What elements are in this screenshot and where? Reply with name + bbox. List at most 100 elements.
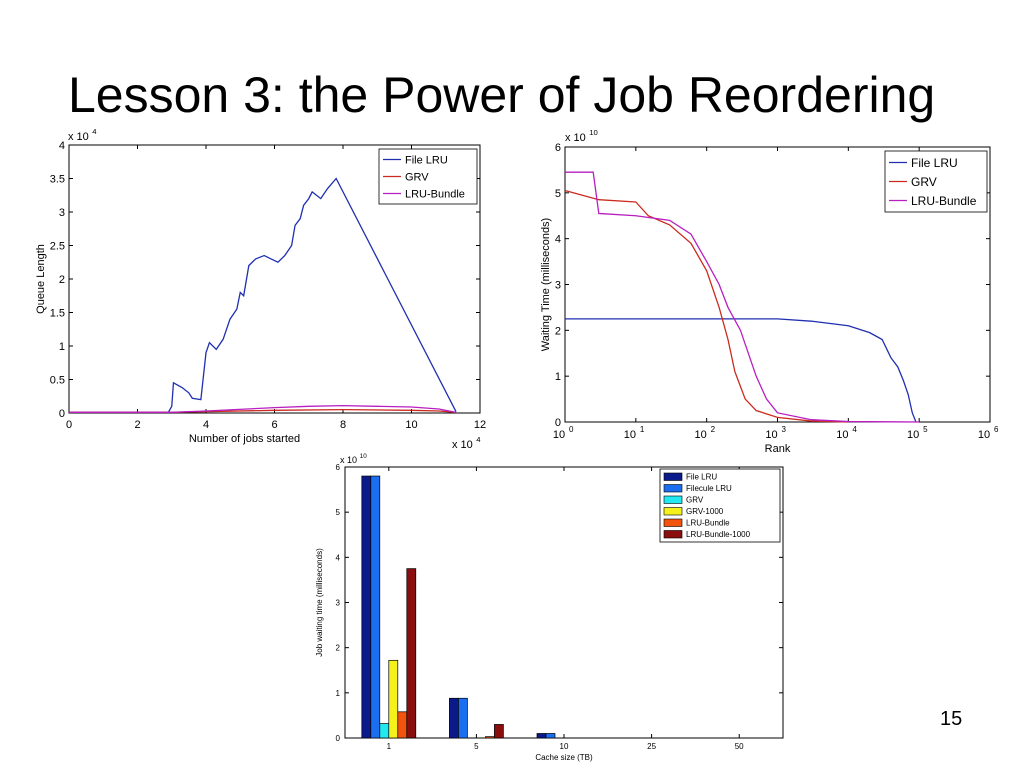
y-tick-label: 3 bbox=[59, 207, 65, 219]
cache-size-bar-chart: 0 1 2 3 4 5 6 1 5 10 25 50 File LRU Filecule LRU GRV GR… bbox=[315, 453, 784, 762]
bar bbox=[536, 733, 547, 739]
bar bbox=[406, 568, 417, 739]
x-axis-label: Cache size (TB) bbox=[535, 753, 593, 762]
legend-swatch bbox=[663, 472, 683, 481]
x-tick-label: 10 bbox=[978, 429, 990, 441]
y-multiplier-exponent: 10 bbox=[360, 453, 368, 460]
x-tick-label: 4 bbox=[203, 419, 209, 431]
x-tick-label: 10 bbox=[624, 429, 636, 441]
x-tick-label: 10 bbox=[553, 429, 565, 441]
y-tick-label: 6 bbox=[336, 463, 341, 472]
bar bbox=[379, 723, 390, 739]
y-axis-label: Waiting Time (milliseconds) bbox=[540, 218, 552, 351]
bar bbox=[485, 736, 495, 739]
x-tick-label: 0 bbox=[66, 419, 72, 431]
bar bbox=[388, 659, 399, 739]
x-tick-label: 8 bbox=[340, 419, 346, 431]
bar bbox=[494, 724, 504, 739]
y-tick-label: 4 bbox=[336, 553, 341, 562]
y-tick-label: 5 bbox=[336, 508, 341, 517]
legend-label: File LRU bbox=[405, 154, 448, 166]
series-line bbox=[565, 318, 917, 423]
x-tick-label: 10 bbox=[695, 429, 707, 441]
bar bbox=[449, 697, 459, 739]
x-tick-label: 25 bbox=[647, 742, 656, 751]
x-tick-label: 1 bbox=[387, 742, 392, 751]
x-multiplier-exponent: 4 bbox=[476, 435, 481, 444]
y-tick-label: 1 bbox=[336, 689, 341, 698]
legend-swatch bbox=[663, 507, 683, 516]
y-tick-label: 4 bbox=[555, 234, 561, 246]
legend-label: File LRU bbox=[911, 156, 958, 170]
x-tick-label: 10 bbox=[836, 429, 848, 441]
y-tick-label: 2 bbox=[555, 325, 561, 337]
bar bbox=[545, 733, 556, 739]
x-multiplier: x 10 bbox=[452, 439, 473, 451]
series-line bbox=[564, 189, 849, 423]
y-tick-label: 4 bbox=[59, 140, 65, 152]
y-tick-label: 3 bbox=[336, 599, 341, 608]
y-multiplier: x 10 bbox=[565, 132, 586, 144]
x-tick-label: 10 bbox=[405, 419, 417, 431]
x-tick-exponent: 6 bbox=[994, 425, 999, 434]
series-line bbox=[565, 171, 920, 423]
y-tick-label: 0.5 bbox=[50, 375, 65, 387]
legend-label: GRV bbox=[911, 175, 937, 189]
y-axis-label: Job waiting time (milliseconds) bbox=[315, 548, 324, 657]
y-tick-label: 1.5 bbox=[50, 308, 65, 320]
x-tick-label: 5 bbox=[474, 742, 479, 751]
bar bbox=[458, 697, 468, 739]
slide-title: Lesson 3: the Power of Job Reordering bbox=[68, 67, 936, 123]
y-tick-label: 0 bbox=[59, 408, 65, 420]
y-tick-label: 3.5 bbox=[50, 174, 65, 186]
bar bbox=[361, 475, 372, 739]
series-line bbox=[69, 404, 457, 413]
legend-label: GRV bbox=[686, 496, 704, 505]
y-tick-label: 2 bbox=[336, 644, 341, 653]
slide-number: 15 bbox=[940, 708, 963, 730]
series-line bbox=[69, 177, 457, 413]
y-tick-label: 1 bbox=[555, 371, 561, 383]
legend-label: LRU-Bundle bbox=[686, 519, 730, 528]
y-multiplier-exponent: 10 bbox=[589, 128, 598, 137]
legend bbox=[659, 468, 781, 543]
x-tick-exponent: 3 bbox=[782, 425, 787, 434]
legend-label: GRV-1000 bbox=[686, 507, 724, 516]
y-tick-label: 1 bbox=[59, 341, 65, 353]
y-tick-label: 0 bbox=[336, 734, 341, 743]
x-tick-label: 10 bbox=[907, 429, 919, 441]
y-multiplier: x 10 bbox=[340, 455, 357, 465]
legend-label: LRU-Bundle bbox=[911, 194, 977, 208]
legend-label: File LRU bbox=[686, 473, 717, 482]
y-tick-label: 5 bbox=[555, 188, 561, 200]
x-tick-label: 12 bbox=[474, 419, 486, 431]
legend-swatch bbox=[663, 484, 683, 493]
bar bbox=[370, 475, 381, 739]
x-axis-label: Rank bbox=[765, 443, 791, 455]
legend-swatch bbox=[663, 495, 683, 504]
legend-label: LRU-Bundle-1000 bbox=[686, 530, 751, 539]
legend-label: LRU-Bundle bbox=[405, 188, 465, 200]
x-tick-exponent: 0 bbox=[569, 425, 574, 434]
legend-label: Filecule LRU bbox=[686, 484, 732, 493]
legend-swatch bbox=[663, 518, 683, 527]
y-tick-label: 0 bbox=[555, 417, 561, 429]
y-multiplier: x 10 bbox=[68, 131, 89, 143]
x-tick-exponent: 4 bbox=[852, 425, 857, 434]
queue-length-chart: 0 0.5 1 1.5 2 2.5 3 3.5 4 0 2 4 6 8 10 12 File LRU GRV LRU… bbox=[35, 127, 486, 451]
y-tick-label: 2 bbox=[59, 274, 65, 286]
y-tick-label: 6 bbox=[555, 142, 561, 154]
y-multiplier-exponent: 4 bbox=[92, 127, 97, 136]
x-tick-label: 50 bbox=[735, 742, 744, 751]
x-tick-label: 2 bbox=[134, 419, 140, 431]
bar bbox=[397, 711, 408, 739]
x-axis-label: Number of jobs started bbox=[189, 433, 300, 445]
y-tick-label: 3 bbox=[555, 280, 561, 292]
y-tick-label: 2.5 bbox=[50, 241, 65, 253]
x-tick-exponent: 1 bbox=[640, 425, 645, 434]
legend-swatch bbox=[663, 530, 683, 539]
x-tick-label: 10 bbox=[560, 742, 569, 751]
x-tick-exponent: 5 bbox=[923, 425, 928, 434]
x-tick-label: 6 bbox=[271, 419, 277, 431]
